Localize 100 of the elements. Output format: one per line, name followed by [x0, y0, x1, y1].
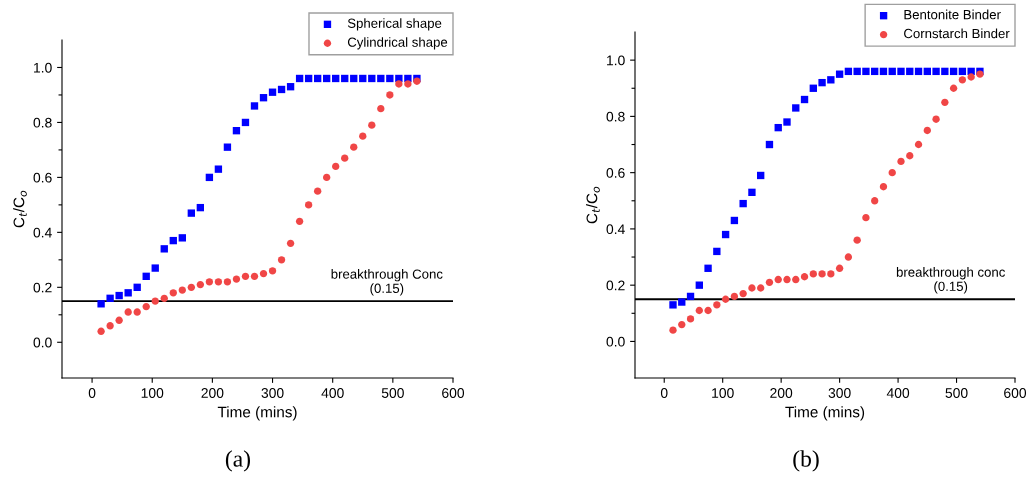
point: [748, 284, 756, 292]
point: [160, 245, 168, 253]
point: [914, 67, 923, 76]
point: [941, 67, 949, 76]
y-tick-label: 1.0: [607, 55, 625, 66]
point: [323, 173, 331, 182]
y-tick-label: 0.6: [606, 167, 625, 178]
point: [250, 102, 259, 110]
point: [178, 286, 186, 294]
point: [223, 278, 232, 286]
point: [757, 171, 765, 180]
point: [304, 201, 313, 209]
point: [268, 267, 277, 275]
point: [871, 67, 879, 76]
point: [313, 187, 322, 195]
point: [196, 280, 205, 289]
point: [386, 74, 394, 83]
y-tick-label: 0.0: [33, 337, 52, 348]
point: [800, 95, 809, 104]
point: [277, 256, 286, 264]
x-axis-title: Time (mins): [785, 406, 865, 421]
point: [295, 74, 304, 83]
point: [133, 308, 141, 316]
point: [721, 295, 730, 303]
point: [809, 270, 817, 278]
point: [879, 183, 888, 191]
point: [792, 104, 800, 112]
point: [142, 302, 150, 311]
point: [359, 74, 367, 83]
point: [106, 294, 114, 302]
point: [827, 270, 835, 278]
point: [835, 264, 844, 272]
point: [214, 165, 223, 173]
point: [187, 209, 196, 217]
point: [350, 143, 358, 151]
point: [286, 83, 295, 91]
point: [949, 67, 958, 76]
x-tick-label: 600: [442, 388, 465, 398]
point: [958, 76, 967, 84]
legend-label: Cornstarch Binder: [904, 28, 1010, 39]
point: [223, 143, 232, 151]
point: [757, 284, 765, 292]
point: [748, 188, 756, 197]
x-tick-label: 200: [201, 388, 224, 398]
point: [169, 289, 177, 297]
point: [967, 73, 975, 81]
legend-label: Cylindrical shape: [347, 37, 448, 50]
point: [713, 301, 721, 309]
point: [115, 291, 123, 300]
point: [835, 70, 844, 78]
point: [923, 126, 931, 135]
point: [818, 78, 826, 87]
point: [730, 292, 739, 301]
point: [827, 76, 835, 84]
point: [241, 272, 250, 280]
y-tick-label: 0.6: [33, 172, 52, 183]
legend-label: Bentonite Binder: [904, 9, 1001, 20]
point: [124, 289, 132, 297]
point: [323, 74, 331, 83]
point: [124, 308, 132, 316]
point: [241, 118, 250, 127]
y-tick-label: 0.8: [33, 117, 52, 128]
point: [386, 91, 394, 99]
point: [932, 67, 940, 76]
point: [205, 173, 214, 182]
point: [97, 300, 105, 308]
y-tick-label: 0.8: [606, 111, 625, 122]
point: [853, 236, 861, 244]
point: [923, 67, 931, 76]
point: [232, 275, 241, 283]
point: [765, 278, 774, 287]
point: [739, 199, 747, 208]
point: [678, 320, 686, 329]
point: [151, 264, 159, 272]
point: [187, 283, 196, 291]
point: [160, 294, 168, 302]
x-tick-label: 300: [261, 388, 284, 398]
point: [178, 234, 186, 242]
ref-line-label: breakthrough conc (0.15): [896, 267, 1005, 294]
point: [115, 316, 123, 324]
point: [695, 306, 703, 315]
point: [739, 289, 747, 298]
text: (b): [793, 450, 819, 472]
point: [695, 281, 703, 289]
point: [106, 322, 114, 330]
y-axis-title: C$_{t}$/C$_{o}$: [586, 186, 600, 224]
point: [377, 105, 385, 113]
point: [792, 275, 800, 284]
point: [686, 315, 695, 323]
y-tick-label: 0.4: [33, 227, 52, 238]
point: [862, 213, 870, 222]
point: [871, 197, 879, 205]
point: [368, 74, 376, 83]
point: [713, 247, 721, 256]
text: (a): [225, 450, 251, 472]
point: [678, 298, 686, 306]
point: [844, 253, 853, 261]
legend-label: Spherical shape: [347, 18, 442, 31]
point: [844, 67, 853, 76]
point: [949, 84, 958, 92]
